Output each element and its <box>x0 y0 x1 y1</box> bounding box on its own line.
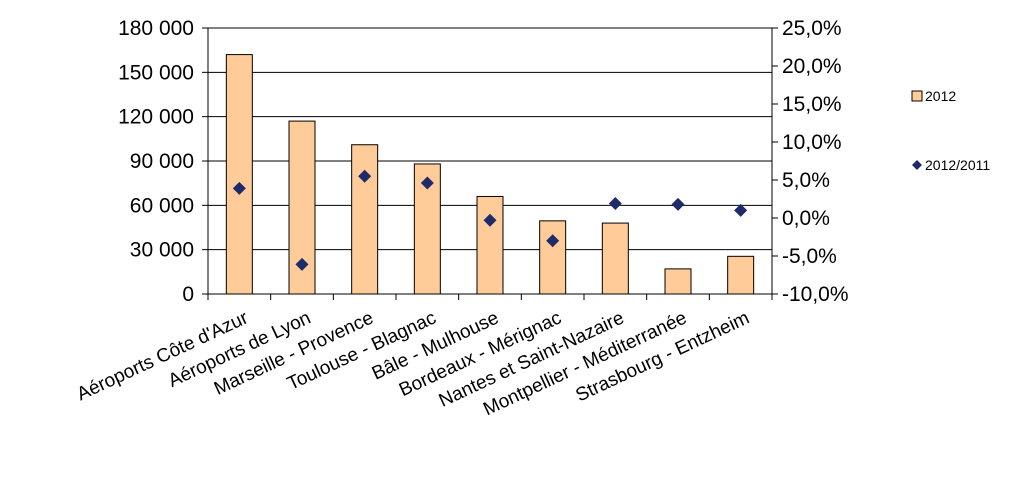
diamond-marker <box>295 257 309 271</box>
left-tick-label: 60 000 <box>130 194 194 217</box>
diamond-marker <box>232 181 246 195</box>
bar <box>225 54 253 295</box>
bar <box>351 144 379 295</box>
diamond-marker <box>608 197 622 211</box>
bar-series-2012 <box>225 54 755 295</box>
legend-label-2012-2011: 2012/2011 <box>925 157 990 173</box>
left-tick-label: 0 <box>182 283 194 306</box>
diamond-marker <box>734 203 748 217</box>
right-tick-label: 20,0% <box>782 55 842 78</box>
left-tick-label: 30 000 <box>130 239 194 262</box>
right-tick-label: -10,0% <box>782 283 849 306</box>
marker-series-2012-2011 <box>232 169 748 271</box>
right-tick-label: 10,0% <box>782 131 842 154</box>
bar <box>601 222 629 295</box>
left-tick-label: 180 000 <box>118 17 194 40</box>
axes <box>202 27 778 300</box>
legend-swatch-2012-2011 <box>912 160 922 170</box>
legend-label-2012: 2012 <box>925 88 956 104</box>
legend-swatch-2012 <box>911 90 923 102</box>
diamond-marker <box>546 234 560 248</box>
right-tick-label: 5,0% <box>782 169 830 192</box>
bar <box>727 255 755 295</box>
diamond-marker <box>671 197 685 211</box>
right-tick-label: 0,0% <box>782 207 830 230</box>
diamond-marker <box>358 169 372 183</box>
left-tick-label: 120 000 <box>118 106 194 129</box>
legend: 2012 2012/2011 <box>911 88 990 173</box>
diamond-marker <box>483 213 497 227</box>
left-tick-label: 150 000 <box>118 61 194 84</box>
right-axis-tick-labels: -10,0% -5,0% 0,0% 5,0% 10,0% 15,0% 20,0% 25,0% <box>782 17 849 306</box>
bar <box>476 195 504 295</box>
left-tick-label: 90 000 <box>130 150 194 173</box>
right-tick-label: 25,0% <box>782 17 842 40</box>
diamond-marker <box>420 176 434 190</box>
left-axis-tick-labels: 0 30 000 60 000 90 000 120 000 150 000 180 000 <box>118 17 194 306</box>
right-tick-label: 15,0% <box>782 93 842 116</box>
bar <box>664 268 692 295</box>
bar <box>539 220 567 295</box>
right-tick-label: -5,0% <box>782 245 837 268</box>
